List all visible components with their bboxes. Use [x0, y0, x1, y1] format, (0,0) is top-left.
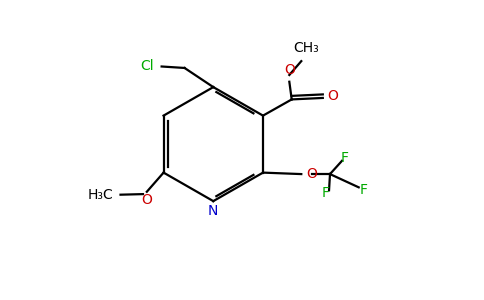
Text: O: O: [328, 89, 338, 103]
Text: F: F: [360, 183, 367, 197]
Text: O: O: [306, 167, 317, 181]
Text: O: O: [141, 193, 152, 207]
Text: N: N: [208, 204, 218, 218]
Text: H₃C: H₃C: [88, 188, 113, 202]
Text: O: O: [284, 63, 295, 77]
Text: CH₃: CH₃: [293, 41, 319, 55]
Text: Cl: Cl: [140, 59, 153, 74]
Text: F: F: [340, 151, 348, 165]
Text: F: F: [321, 186, 329, 200]
